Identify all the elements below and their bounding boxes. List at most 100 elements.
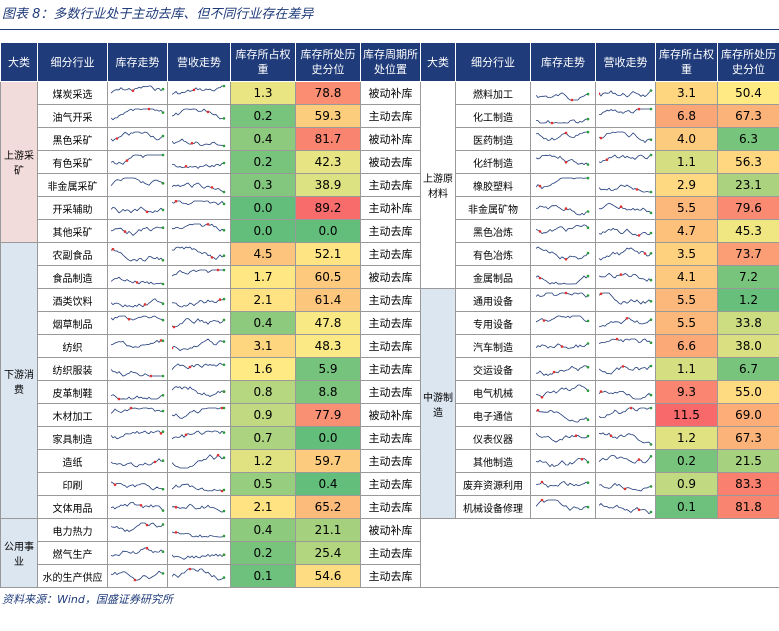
sparkline [598,406,652,419]
cycle-cell: 主动去库 [360,380,421,404]
header-cell: 库存走势 [530,42,596,82]
inventory-trend [530,81,596,105]
industry-cell: 文体用品 [37,495,108,519]
industry-cell: 有色采矿 [37,150,108,174]
inventory-trend [107,311,168,335]
sparkline [598,364,652,375]
sparkline [172,268,226,277]
empty-cell [420,518,779,588]
row: 酒类饮料 2.1 61.4 主动去库 中游制造 通用设备 5.5 1.2 [1,288,779,519]
header-cell: 库存所占权重 [230,42,296,82]
row: 食品制造 1.7 60.5 被动去库 金属制品 4.1 7.2 [1,265,779,289]
revenue-trend [595,173,656,197]
revenue-trend [595,311,656,335]
industry-cell: 电子通信 [455,403,531,427]
sparkline [598,337,652,345]
row: 开采辅助 0.0 89.2 主动补库 非金属矿物 5.5 79.6 [1,196,779,220]
cycle-cell: 被动补库 [360,127,421,151]
inventory-trend [530,265,596,289]
weight-cell: 1.3 [230,81,296,105]
header-cell: 营收走势 [167,42,231,82]
percentile-cell: 25.4 [295,541,361,565]
weight-cell: 9.3 [655,380,718,404]
percentile-cell: 48.3 [295,334,361,358]
percentile-cell: 81.8 [717,495,779,519]
sparkline [110,107,164,121]
industry-cell: 油气开采 [37,104,108,128]
inventory-trend [530,357,596,381]
weight-cell: 0.7 [230,426,296,450]
weight-cell: 0.3 [230,173,296,197]
industry-cell: 医药制造 [455,127,531,151]
percentile-cell: 67.3 [717,104,779,128]
sparkline [536,409,590,423]
percentile-cell: 60.5 [295,265,361,289]
header-row: 大类 细分行业 库存走势 营收走势 库存所占权重 库存所处历史分位 库存周期所处位置 大类 细分… [0,42,779,82]
sparkline [110,570,164,582]
percentile-cell: 45.3 [717,219,779,243]
sparkline [110,394,164,401]
header-cell: 大类 [0,42,38,82]
revenue-trend [167,449,231,473]
sparkline [598,432,652,446]
group-cell: 中游制造 [420,288,456,519]
cycle-cell: 主动去库 [360,104,421,128]
percentile-cell: 55.0 [717,380,779,404]
row: 黑色采矿 0.4 81.7 被动补库 医药制造 4.0 6.3 [1,127,779,151]
weight-cell: 0.2 [230,104,296,128]
inventory-trend [107,380,168,404]
industry-cell: 食品制造 [37,265,108,289]
percentile-cell: 83.3 [717,472,779,496]
group-cell: 下游消费 [0,242,38,519]
industry-cell: 烟草制品 [37,311,108,335]
industry-cell: 仪表仪器 [455,426,531,450]
revenue-trend [595,242,656,266]
sparkline [536,342,590,349]
percentile-cell: 7.2 [717,265,779,289]
sparkline [110,177,164,187]
cycle-cell: 被动补库 [360,518,421,542]
header-cell: 库存所占权重 [655,42,718,82]
sparkline [110,339,164,349]
revenue-trend [167,334,231,358]
sparkline [536,365,590,377]
industry-cell: 纺织服装 [37,357,108,381]
revenue-trend [595,472,656,496]
sparkline [110,458,164,468]
sparkline [598,454,652,464]
industry-cell: 其他制造 [455,449,531,473]
row: 烟草制品 0.4 47.8 主动去库 专用设备 5.5 33.8 [1,311,779,335]
revenue-trend [167,173,231,197]
sparkline [536,432,590,443]
industry-cell: 燃料加工 [455,81,531,105]
revenue-trend [595,357,656,381]
inventory-trend [107,219,168,243]
sparkline [536,224,590,234]
industry-cell: 印刷 [37,472,108,496]
inventory-trend [530,449,596,473]
sparkline [598,502,652,515]
header-cell: 细分行业 [37,42,108,82]
revenue-trend [167,380,231,404]
revenue-trend [167,127,231,151]
weight-cell: 0.1 [230,564,296,588]
revenue-trend [595,426,656,450]
inventory-trend [530,472,596,496]
sparkline [172,199,226,206]
percentile-cell: 69.0 [717,403,779,427]
inventory-trend [107,81,168,105]
industry-cell: 造纸 [37,449,108,473]
revenue-trend [167,311,231,335]
revenue-trend [167,518,231,542]
sparkline [536,291,590,298]
industry-cell: 非金属采矿 [37,173,108,197]
inventory-trend [530,196,596,220]
weight-cell: 0.2 [230,150,296,174]
sparkline [536,117,590,125]
sparkline [598,390,652,400]
revenue-trend [167,104,231,128]
inventory-trend [107,173,168,197]
percentile-cell: 59.3 [295,104,361,128]
cycle-cell: 主动去库 [360,334,421,358]
